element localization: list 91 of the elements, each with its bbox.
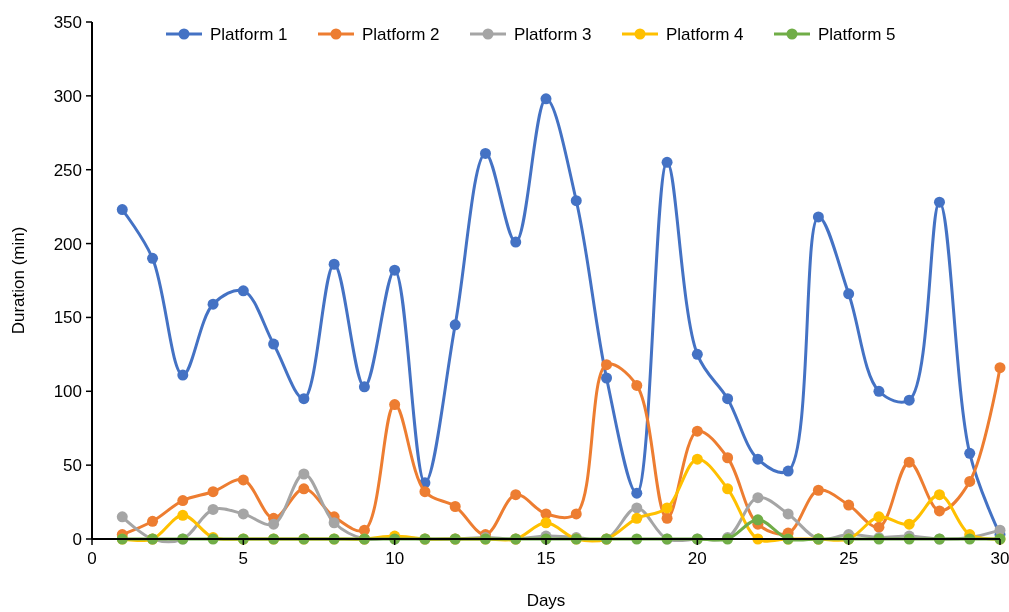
- point: [752, 492, 764, 504]
- point: [843, 288, 855, 300]
- legend-label: Platform 1: [210, 25, 288, 44]
- point: [177, 495, 189, 507]
- point: [722, 452, 734, 464]
- point: [268, 518, 280, 530]
- point: [903, 518, 915, 530]
- point: [722, 483, 734, 495]
- point: [661, 156, 673, 168]
- point: [782, 465, 794, 477]
- point: [903, 394, 915, 406]
- y-tick-label: 250: [53, 160, 82, 180]
- point: [691, 453, 703, 465]
- legend-label: Platform 4: [666, 25, 744, 44]
- y-tick-label: 200: [53, 234, 82, 254]
- x-tick-label: 5: [238, 549, 249, 568]
- point: [873, 385, 885, 397]
- point: [177, 509, 189, 521]
- point: [903, 456, 915, 468]
- x-tick-label: 30: [990, 549, 1009, 568]
- point: [298, 483, 310, 495]
- point: [268, 338, 280, 350]
- point: [843, 499, 855, 511]
- point: [570, 195, 582, 207]
- point: [752, 453, 764, 465]
- point: [812, 211, 824, 223]
- y-tick-label: 350: [53, 13, 82, 32]
- y-tick-label: 50: [63, 456, 82, 476]
- legend-label: Platform 2: [362, 25, 440, 44]
- x-tick-label: 20: [687, 549, 707, 568]
- point: [782, 508, 794, 520]
- point: [207, 503, 219, 515]
- point: [661, 512, 673, 524]
- point: [601, 372, 613, 384]
- point: [147, 252, 159, 264]
- point: [661, 502, 673, 514]
- point: [389, 399, 401, 411]
- point: [631, 502, 643, 514]
- point: [116, 204, 128, 216]
- point: [510, 236, 522, 248]
- point: [964, 475, 976, 487]
- x-tick-label: 10: [385, 549, 405, 568]
- point: [207, 298, 219, 310]
- point: [631, 379, 643, 391]
- point: [631, 512, 643, 524]
- point: [722, 393, 734, 405]
- point: [691, 425, 703, 437]
- point: [328, 517, 340, 529]
- point: [631, 487, 643, 499]
- point: [449, 319, 461, 331]
- point: [601, 359, 613, 371]
- point: [389, 264, 401, 276]
- x-tick-label: 25: [839, 549, 859, 568]
- point: [116, 511, 128, 523]
- point: [449, 501, 461, 512]
- point: [933, 196, 945, 208]
- x-axis-title: Days: [526, 591, 566, 610]
- point: [994, 362, 1006, 374]
- legend-label: Platform 3: [514, 25, 592, 44]
- point: [812, 484, 824, 496]
- y-tick-label: 0: [72, 530, 82, 549]
- point: [540, 517, 552, 529]
- point: [570, 508, 582, 520]
- y-axis-title: Duration (min): [9, 226, 28, 335]
- point: [237, 508, 249, 520]
- point: [207, 486, 219, 498]
- point: [237, 474, 249, 486]
- point: [510, 489, 522, 501]
- legend-label: Platform 5: [818, 25, 896, 44]
- point: [147, 515, 159, 527]
- point: [873, 521, 885, 533]
- y-tick-label: 150: [53, 308, 82, 328]
- x-tick-label: 0: [87, 549, 97, 568]
- point: [873, 511, 885, 523]
- point: [964, 447, 976, 459]
- point: [298, 468, 310, 480]
- point: [177, 369, 189, 381]
- y-tick-label: 100: [53, 382, 82, 402]
- point: [237, 285, 249, 297]
- point: [691, 348, 703, 360]
- y-tick-label: 300: [53, 86, 82, 106]
- x-tick-label: 15: [536, 549, 556, 568]
- point: [328, 258, 340, 270]
- point: [933, 489, 945, 501]
- point: [358, 381, 370, 393]
- point: [298, 393, 310, 405]
- point: [479, 147, 491, 159]
- point: [419, 486, 431, 498]
- point: [540, 93, 552, 105]
- point: [933, 505, 945, 517]
- point: [752, 514, 764, 526]
